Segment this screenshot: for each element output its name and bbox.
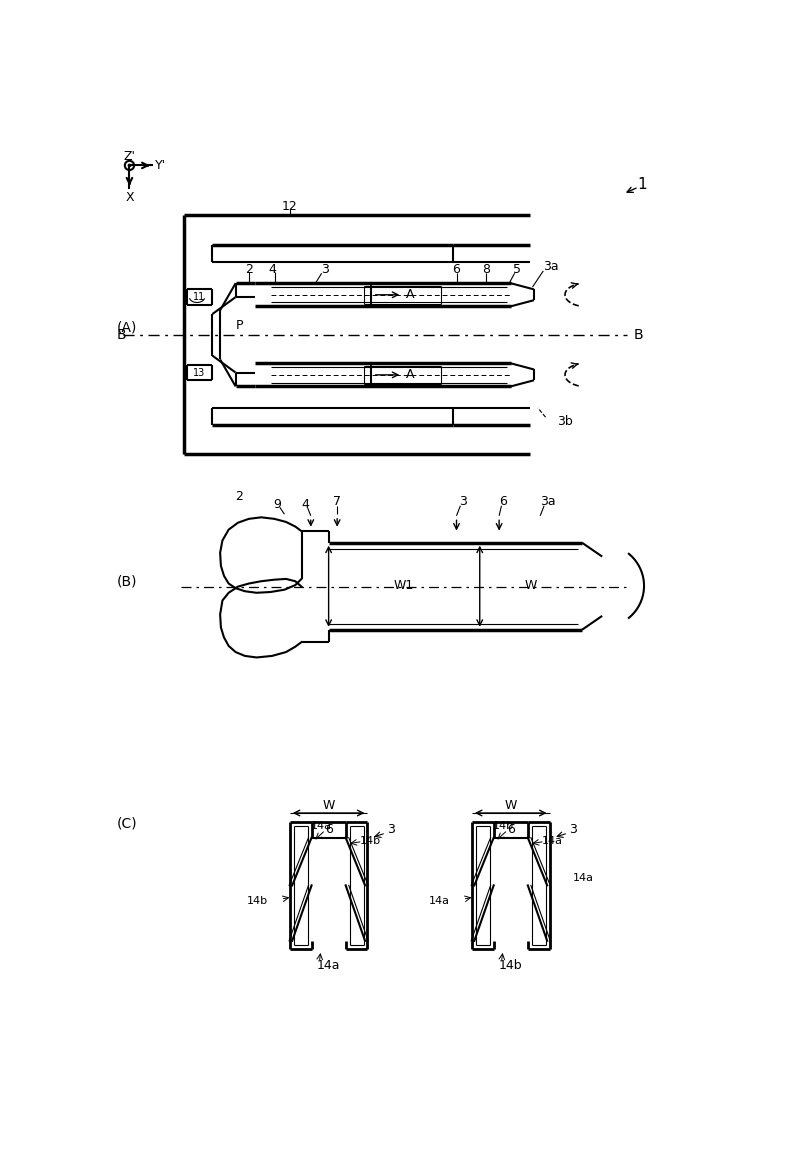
Text: 3: 3 bbox=[458, 495, 466, 509]
Text: 14a: 14a bbox=[542, 837, 562, 847]
Text: 7: 7 bbox=[333, 495, 341, 509]
Text: 11: 11 bbox=[193, 292, 206, 302]
Text: 3: 3 bbox=[321, 263, 329, 276]
Text: P: P bbox=[236, 320, 243, 332]
Text: 4: 4 bbox=[302, 497, 310, 511]
Text: 4: 4 bbox=[268, 263, 276, 276]
Text: 14a: 14a bbox=[310, 822, 331, 831]
Text: X: X bbox=[125, 192, 134, 204]
Text: 14b: 14b bbox=[499, 959, 522, 972]
Text: A: A bbox=[406, 288, 414, 301]
Text: A: A bbox=[406, 368, 414, 381]
Text: 2: 2 bbox=[235, 490, 243, 503]
Text: 6: 6 bbox=[453, 263, 461, 276]
Text: 12: 12 bbox=[282, 200, 298, 212]
Text: 6: 6 bbox=[507, 824, 514, 837]
Text: 14a: 14a bbox=[573, 872, 594, 883]
Text: W: W bbox=[322, 799, 335, 811]
Text: Y': Y' bbox=[155, 159, 166, 172]
Text: (A): (A) bbox=[117, 320, 138, 335]
Text: 3b: 3b bbox=[557, 415, 573, 428]
Text: 9: 9 bbox=[273, 497, 281, 511]
Text: 3: 3 bbox=[386, 824, 394, 837]
Text: 2: 2 bbox=[245, 263, 253, 276]
Text: 14b: 14b bbox=[493, 822, 514, 831]
Text: 14b: 14b bbox=[360, 837, 381, 847]
Text: (C): (C) bbox=[117, 817, 138, 831]
Text: 5: 5 bbox=[513, 263, 521, 276]
Text: 3: 3 bbox=[569, 824, 577, 837]
Text: 13: 13 bbox=[193, 368, 206, 377]
Text: 14b: 14b bbox=[247, 896, 268, 906]
Text: W: W bbox=[525, 579, 537, 592]
Text: B: B bbox=[117, 328, 126, 342]
Text: 3a: 3a bbox=[543, 260, 559, 272]
Text: B: B bbox=[634, 328, 643, 342]
Circle shape bbox=[128, 164, 130, 166]
Text: 3a: 3a bbox=[540, 495, 556, 509]
Text: 6: 6 bbox=[499, 495, 507, 509]
Text: 1: 1 bbox=[638, 178, 647, 193]
Text: 14a: 14a bbox=[430, 896, 450, 906]
Text: 14a: 14a bbox=[317, 959, 340, 972]
Text: Z': Z' bbox=[123, 150, 135, 163]
Text: W1: W1 bbox=[394, 579, 414, 592]
Text: 8: 8 bbox=[482, 263, 490, 276]
Text: W: W bbox=[505, 799, 517, 811]
Text: (B): (B) bbox=[117, 575, 138, 589]
Text: 6: 6 bbox=[325, 824, 333, 837]
